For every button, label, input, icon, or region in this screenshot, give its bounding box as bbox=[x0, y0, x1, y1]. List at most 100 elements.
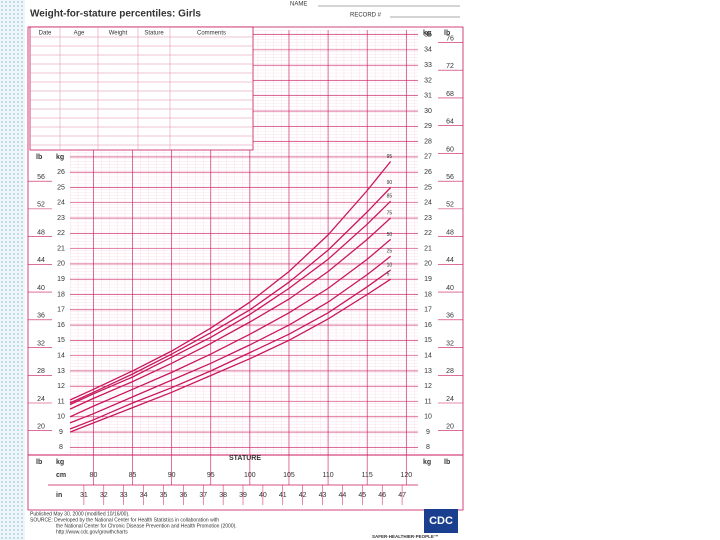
unit-label: kg bbox=[56, 154, 64, 161]
y2-tick-label: 64 bbox=[446, 119, 454, 126]
y-tick-label: 16 bbox=[57, 322, 65, 329]
y2-tick-label: 20 bbox=[37, 424, 45, 431]
table-header: Date bbox=[39, 31, 52, 37]
series-label: 50 bbox=[387, 232, 393, 238]
y2-tick-label: 60 bbox=[446, 146, 454, 153]
unit-label: in bbox=[56, 492, 62, 499]
x2-tick-label: 39 bbox=[239, 492, 247, 499]
unit-label: kg bbox=[423, 459, 431, 466]
y-tick-label: 22 bbox=[424, 230, 432, 237]
y-tick-label: 16 bbox=[424, 322, 432, 329]
x-tick-label: 105 bbox=[283, 472, 295, 479]
table-header: Age bbox=[74, 31, 85, 37]
y-tick-label: 32 bbox=[424, 77, 432, 84]
y-tick-label: 27 bbox=[424, 154, 432, 161]
unit-label: kg bbox=[56, 459, 64, 466]
y-tick-label: 10 bbox=[57, 414, 65, 421]
y2-tick-label: 24 bbox=[37, 396, 45, 403]
sidebar bbox=[0, 0, 25, 540]
y2-tick-label: 28 bbox=[446, 368, 454, 375]
y-tick-label: 14 bbox=[424, 352, 432, 359]
series-label: 85 bbox=[387, 194, 393, 200]
y2-tick-label: 20 bbox=[446, 424, 454, 431]
x2-tick-label: 42 bbox=[299, 492, 307, 499]
y-tick-label: 30 bbox=[424, 108, 432, 115]
x-tick-label: 110 bbox=[322, 472, 333, 479]
series-label: 25 bbox=[387, 249, 393, 255]
y-tick-label: 25 bbox=[57, 184, 65, 191]
x2-tick-label: 33 bbox=[120, 492, 128, 499]
x-tick-label: 115 bbox=[362, 472, 373, 479]
x2-tick-label: 40 bbox=[259, 492, 267, 499]
y-tick-label: 23 bbox=[424, 215, 432, 222]
y2-tick-label: 24 bbox=[446, 396, 454, 403]
x-tick-label: 80 bbox=[90, 472, 98, 479]
y-tick-label: 35 bbox=[424, 31, 432, 38]
y-tick-label: 29 bbox=[424, 123, 432, 130]
y2-tick-label: 36 bbox=[37, 313, 45, 320]
y-tick-label: 8 bbox=[426, 444, 430, 451]
y2-tick-label: 72 bbox=[446, 63, 454, 70]
footnote: the National Center for Chronic Disease … bbox=[56, 523, 237, 529]
y-tick-label: 12 bbox=[57, 383, 65, 390]
x2-tick-label: 37 bbox=[199, 492, 207, 499]
y-tick-label: 22 bbox=[57, 230, 65, 237]
y-tick-label: 33 bbox=[424, 62, 432, 69]
x2-tick-label: 43 bbox=[319, 492, 327, 499]
unit-label: lb bbox=[444, 30, 450, 37]
y-tick-label: 11 bbox=[57, 398, 64, 405]
series-label: 95 bbox=[387, 154, 393, 160]
title: Weight-for-stature percentiles: Girls bbox=[30, 9, 201, 20]
percentile-line bbox=[69, 161, 392, 401]
y-tick-label: 26 bbox=[424, 169, 432, 176]
y-tick-label: 18 bbox=[57, 291, 65, 298]
x-axis-label: STATURE bbox=[229, 455, 261, 462]
y-tick-label: 20 bbox=[57, 261, 65, 268]
y-tick-label: 19 bbox=[57, 276, 65, 283]
y-tick-label: 8 bbox=[59, 444, 63, 451]
x2-tick-label: 32 bbox=[100, 492, 108, 499]
unit-label: kg bbox=[423, 30, 431, 37]
footnote: Published May 30, 2000 (modified 10/16/0… bbox=[30, 511, 130, 517]
y-tick-label: 25 bbox=[424, 184, 432, 191]
y-tick-label: 17 bbox=[57, 307, 65, 314]
x2-tick-label: 46 bbox=[378, 492, 386, 499]
y2-tick-label: 36 bbox=[446, 313, 454, 320]
y2-tick-label: 68 bbox=[446, 91, 454, 98]
y2-tick-label: 56 bbox=[446, 174, 454, 181]
percentile-line bbox=[69, 200, 392, 406]
y-tick-label: 13 bbox=[57, 368, 65, 375]
percentile-line bbox=[69, 238, 392, 418]
y2-tick-label: 48 bbox=[446, 229, 454, 236]
unit-label: lb bbox=[36, 154, 42, 161]
y2-tick-label: 40 bbox=[446, 285, 454, 292]
percentile-line bbox=[69, 278, 391, 433]
y2-tick-label: 52 bbox=[37, 202, 45, 209]
y-tick-label: 10 bbox=[424, 414, 432, 421]
percentile-line bbox=[69, 255, 392, 424]
x-tick-label: 120 bbox=[400, 472, 412, 479]
unit-label: lb bbox=[444, 459, 450, 466]
y-tick-label: 9 bbox=[59, 429, 63, 436]
table-header: Comments bbox=[197, 31, 226, 37]
y-tick-label: 11 bbox=[424, 398, 431, 405]
table-header: Stature bbox=[144, 31, 164, 37]
y-tick-label: 18 bbox=[424, 291, 432, 298]
y2-tick-label: 48 bbox=[37, 229, 45, 236]
y-tick-label: 9 bbox=[426, 429, 430, 436]
series-label: 75 bbox=[387, 210, 393, 216]
y-tick-label: 21 bbox=[424, 245, 432, 252]
series-label: 10 bbox=[387, 262, 393, 268]
unit-label: cm bbox=[56, 472, 66, 479]
x2-tick-label: 47 bbox=[398, 492, 406, 499]
table-header: Weight bbox=[109, 31, 128, 37]
y-tick-label: 23 bbox=[57, 215, 65, 222]
plot: 95 90 85 75 50 25 10 5 bbox=[69, 30, 418, 455]
x2-tick-label: 41 bbox=[279, 492, 287, 499]
x2-tick-label: 36 bbox=[179, 492, 187, 499]
x-tick-label: 95 bbox=[207, 472, 215, 479]
series-label: 5 bbox=[387, 272, 390, 278]
y-tick-label: 24 bbox=[57, 200, 65, 207]
y-tick-label: 28 bbox=[424, 138, 432, 145]
x2-tick-label: 34 bbox=[140, 492, 148, 499]
